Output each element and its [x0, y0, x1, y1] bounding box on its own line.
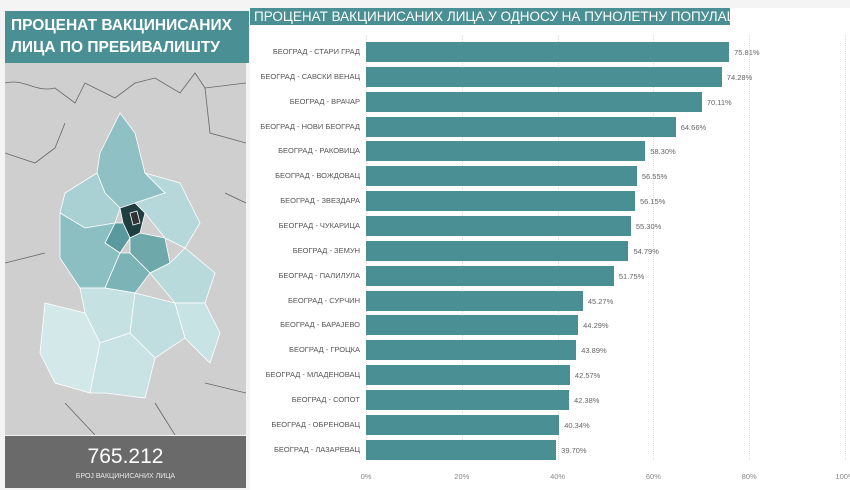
bar[interactable]	[366, 141, 646, 162]
bar[interactable]	[366, 66, 722, 87]
category-label: БЕОГРАД - МЛАДЕНОВАЦ	[265, 370, 360, 380]
category-label: БЕОГРАД - САВСКИ ВЕНАЦ	[260, 71, 360, 81]
category-label: БЕОГРАД - СУРЧИН	[287, 295, 360, 305]
category-label: БЕОГРАД - СТАРИ ГРАД	[272, 47, 360, 56]
value-label: 43.89%	[581, 346, 607, 356]
bar[interactable]	[366, 315, 579, 336]
bar[interactable]	[366, 389, 569, 410]
bar-row: БЕОГРАД - ЛАЗАРЕВАЦ 39.70%	[250, 439, 850, 460]
value-label: 45.27%	[587, 296, 614, 306]
x-tick-label: 0%	[360, 472, 372, 481]
x-tick-label: 100%	[835, 472, 850, 481]
chart-title: ПРОЦЕНАТ ВАКЦИНИСАНИХ ЛИЦА У ОДНОСУ НА П…	[250, 8, 730, 25]
x-tick-label: 20%	[454, 472, 470, 481]
bar-row: БЕОГРАД - СТАРИ ГРАД 75.81%	[250, 42, 850, 62]
bar[interactable]	[366, 265, 614, 286]
category-label: БЕОГРАД - ЧУКАРИЦА	[278, 220, 360, 230]
bar-row: БЕОГРАД - САВСКИ ВЕНАЦ 74.28%	[250, 66, 850, 87]
bar-row: БЕОГРАД - ВРАЧАР 70.11%	[250, 91, 850, 112]
bar[interactable]	[366, 215, 631, 236]
category-label: БЕОГРАД - СОПОТ	[291, 394, 360, 404]
bar-row: БЕОГРАД - ОБРЕНОВАЦ 40.34%	[250, 414, 850, 435]
choropleth-map[interactable]	[4, 63, 247, 436]
bar[interactable]	[366, 116, 676, 137]
value-label: 40.34%	[564, 420, 590, 430]
category-label: БЕОГРАД - РАКОВИЦА	[278, 146, 360, 156]
bar[interactable]	[366, 340, 577, 361]
value-label: 42.57%	[574, 371, 601, 381]
bar-row: БЕОГРАД - БАРАЈЕВО 44.29%	[250, 315, 850, 336]
value-label: 39.70%	[561, 445, 587, 455]
category-label: БЕОГРАД - ГРОЦКА	[289, 345, 360, 355]
bar[interactable]	[366, 240, 629, 261]
category-label: БЕОГРАД - ЛАЗАРЕВАЦ	[274, 444, 360, 454]
category-label: БЕОГРАД - ОБРЕНОВАЦ	[271, 419, 360, 429]
value-label: 58.30%	[650, 147, 676, 157]
value-label: 51.75%	[618, 271, 645, 281]
value-label: 42.38%	[574, 395, 600, 405]
kpi-value: 765.212	[87, 445, 164, 468]
value-label: 64.66%	[680, 122, 707, 132]
bar[interactable]	[366, 290, 583, 311]
category-label: БЕОГРАД - ЗЕМУН	[292, 245, 360, 255]
vaccinated-count-card: 765.212 БРОЈ ВАКЦИНИСАНИХ ЛИЦА	[5, 436, 246, 488]
bar[interactable]	[366, 191, 635, 212]
map-title-line1: ПРОЦЕНАТ ВАКЦИНИСАНИХ	[11, 17, 232, 34]
bar-row: БЕОГРАД - СОПОТ 42.38%	[250, 389, 850, 410]
gridline	[749, 35, 751, 460]
bar[interactable]	[366, 365, 570, 386]
value-label: 44.29%	[583, 321, 609, 331]
value-label: 74.28%	[726, 72, 753, 82]
bar-row: БЕОГРАД - ЧУКАРИЦА 55.30%	[250, 215, 850, 236]
bar-row: БЕОГРАД - МЛАДЕНОВАЦ 42.57%	[250, 365, 850, 386]
bar[interactable]	[366, 91, 702, 112]
bar-row: БЕОГРАД - ЗВЕЗДАРА 56.15%	[250, 191, 850, 212]
category-label: БЕОГРАД - НОВИ БЕОГРАД	[260, 121, 360, 131]
bar-row: БЕОГРАД - ЗЕМУН 54.79%	[250, 240, 850, 261]
bar-row: БЕОГРАД - НОВИ БЕОГРАД 64.66%	[250, 116, 850, 137]
gridline	[845, 35, 846, 460]
gridline	[653, 35, 655, 460]
bar-row: БЕОГРАД - ВОЖДОВАЦ 56.55%	[250, 166, 850, 187]
x-tick-label: 60%	[645, 472, 661, 481]
category-label: БЕОГРАД - ВРАЧАР	[289, 96, 360, 106]
bar-row: БЕОГРАД - ПАЛИЛУЛА 51.75%	[250, 265, 850, 286]
bar-row: БЕОГРАД - РАКОВИЦА 58.30%	[250, 141, 850, 162]
value-label: 75.81%	[734, 48, 760, 57]
category-label: БЕОГРАД - ВОЖДОВАЦ	[275, 171, 360, 181]
bar-row: БЕОГРАД - СУРЧИН 45.27%	[250, 290, 850, 311]
category-label: БЕОГРАД - ЗВЕЗДАРА	[280, 196, 360, 206]
value-label: 56.55%	[641, 172, 668, 182]
bar[interactable]	[366, 166, 637, 187]
value-label: 56.15%	[639, 197, 666, 207]
bar[interactable]	[366, 414, 560, 435]
value-label: 54.79%	[633, 246, 659, 256]
category-label: БЕОГРАД - БАРАЈЕВО	[280, 320, 360, 330]
x-tick-label: 80%	[741, 472, 757, 481]
x-tick-label: 40%	[550, 472, 566, 481]
value-label: 70.11%	[706, 97, 732, 107]
category-label: БЕОГРАД - ПАЛИЛУЛА	[278, 270, 360, 280]
kpi-label: БРОЈ ВАКЦИНИСАНИХ ЛИЦА	[75, 473, 176, 480]
map-title-line2: ЛИЦА ПО ПРЕБИВАЛИШТУ	[11, 39, 220, 56]
bar[interactable]	[366, 42, 730, 62]
bar-row: БЕОГРАД - ГРОЦКА 43.89%	[250, 340, 850, 361]
map-title: ПРОЦЕНАТ ВАКЦИНИСАНИХ ЛИЦА ПО ПРЕБИВАЛИШ…	[5, 11, 249, 63]
value-label: 55.30%	[635, 221, 662, 231]
bar[interactable]	[366, 439, 557, 460]
